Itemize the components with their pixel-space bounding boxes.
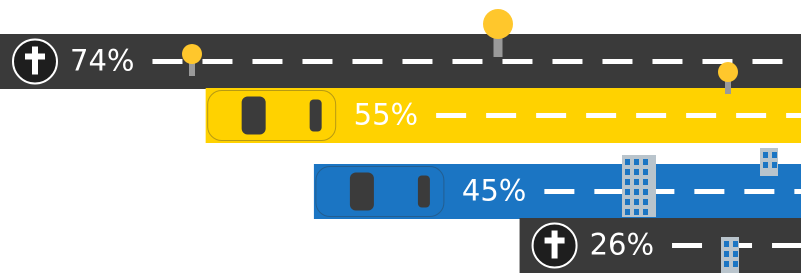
building-window bbox=[634, 159, 639, 165]
building-window bbox=[634, 199, 639, 205]
building-window bbox=[643, 169, 648, 175]
building-window bbox=[724, 251, 729, 257]
building-window bbox=[643, 209, 648, 215]
car bbox=[316, 167, 444, 217]
car bbox=[208, 91, 336, 141]
car-windshield bbox=[242, 97, 266, 135]
building-window bbox=[643, 199, 648, 205]
building-window bbox=[763, 152, 768, 158]
building-window bbox=[634, 169, 639, 175]
chart: 74% 55% 45% 26% bbox=[0, 0, 801, 273]
building-window bbox=[634, 209, 639, 215]
building-window bbox=[643, 189, 648, 195]
value-label: 74% bbox=[70, 44, 134, 78]
value-label: 55% bbox=[354, 98, 418, 132]
building-window bbox=[625, 199, 630, 205]
building-window bbox=[763, 162, 768, 168]
tree-crown bbox=[483, 9, 513, 39]
building-window bbox=[634, 189, 639, 195]
building-window bbox=[733, 261, 738, 267]
tree-crown bbox=[718, 62, 738, 82]
building-window bbox=[634, 179, 639, 185]
car-roof bbox=[376, 175, 416, 209]
car-rear-window bbox=[418, 176, 430, 208]
building-window bbox=[733, 241, 738, 247]
car-roof bbox=[268, 99, 308, 133]
building-window bbox=[625, 169, 630, 175]
building-window bbox=[625, 209, 630, 215]
building-window bbox=[643, 159, 648, 165]
building-window bbox=[625, 189, 630, 195]
building-window bbox=[724, 261, 729, 267]
building-window bbox=[772, 152, 777, 158]
car-windshield bbox=[350, 173, 374, 211]
building-window bbox=[733, 251, 738, 257]
building-window bbox=[724, 241, 729, 247]
building-window bbox=[772, 162, 777, 168]
value-label: 45% bbox=[462, 174, 526, 208]
tree-crown bbox=[182, 44, 202, 64]
building-window bbox=[625, 159, 630, 165]
building-window bbox=[625, 179, 630, 185]
car-rear-window bbox=[310, 100, 322, 132]
value-label: 26% bbox=[590, 228, 654, 262]
building-window bbox=[643, 179, 648, 185]
